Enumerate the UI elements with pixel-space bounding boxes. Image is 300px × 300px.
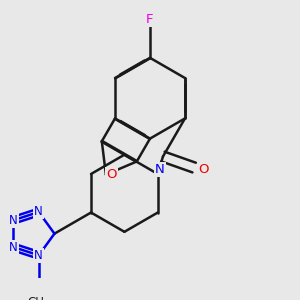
Text: N: N bbox=[34, 206, 43, 218]
Text: N: N bbox=[155, 163, 164, 176]
Text: F: F bbox=[146, 13, 154, 26]
Text: O: O bbox=[198, 163, 208, 176]
Text: O: O bbox=[106, 168, 117, 181]
Text: N: N bbox=[9, 241, 18, 254]
Text: N: N bbox=[34, 249, 43, 262]
Text: CH₃: CH₃ bbox=[28, 296, 50, 300]
Text: N: N bbox=[9, 214, 18, 227]
